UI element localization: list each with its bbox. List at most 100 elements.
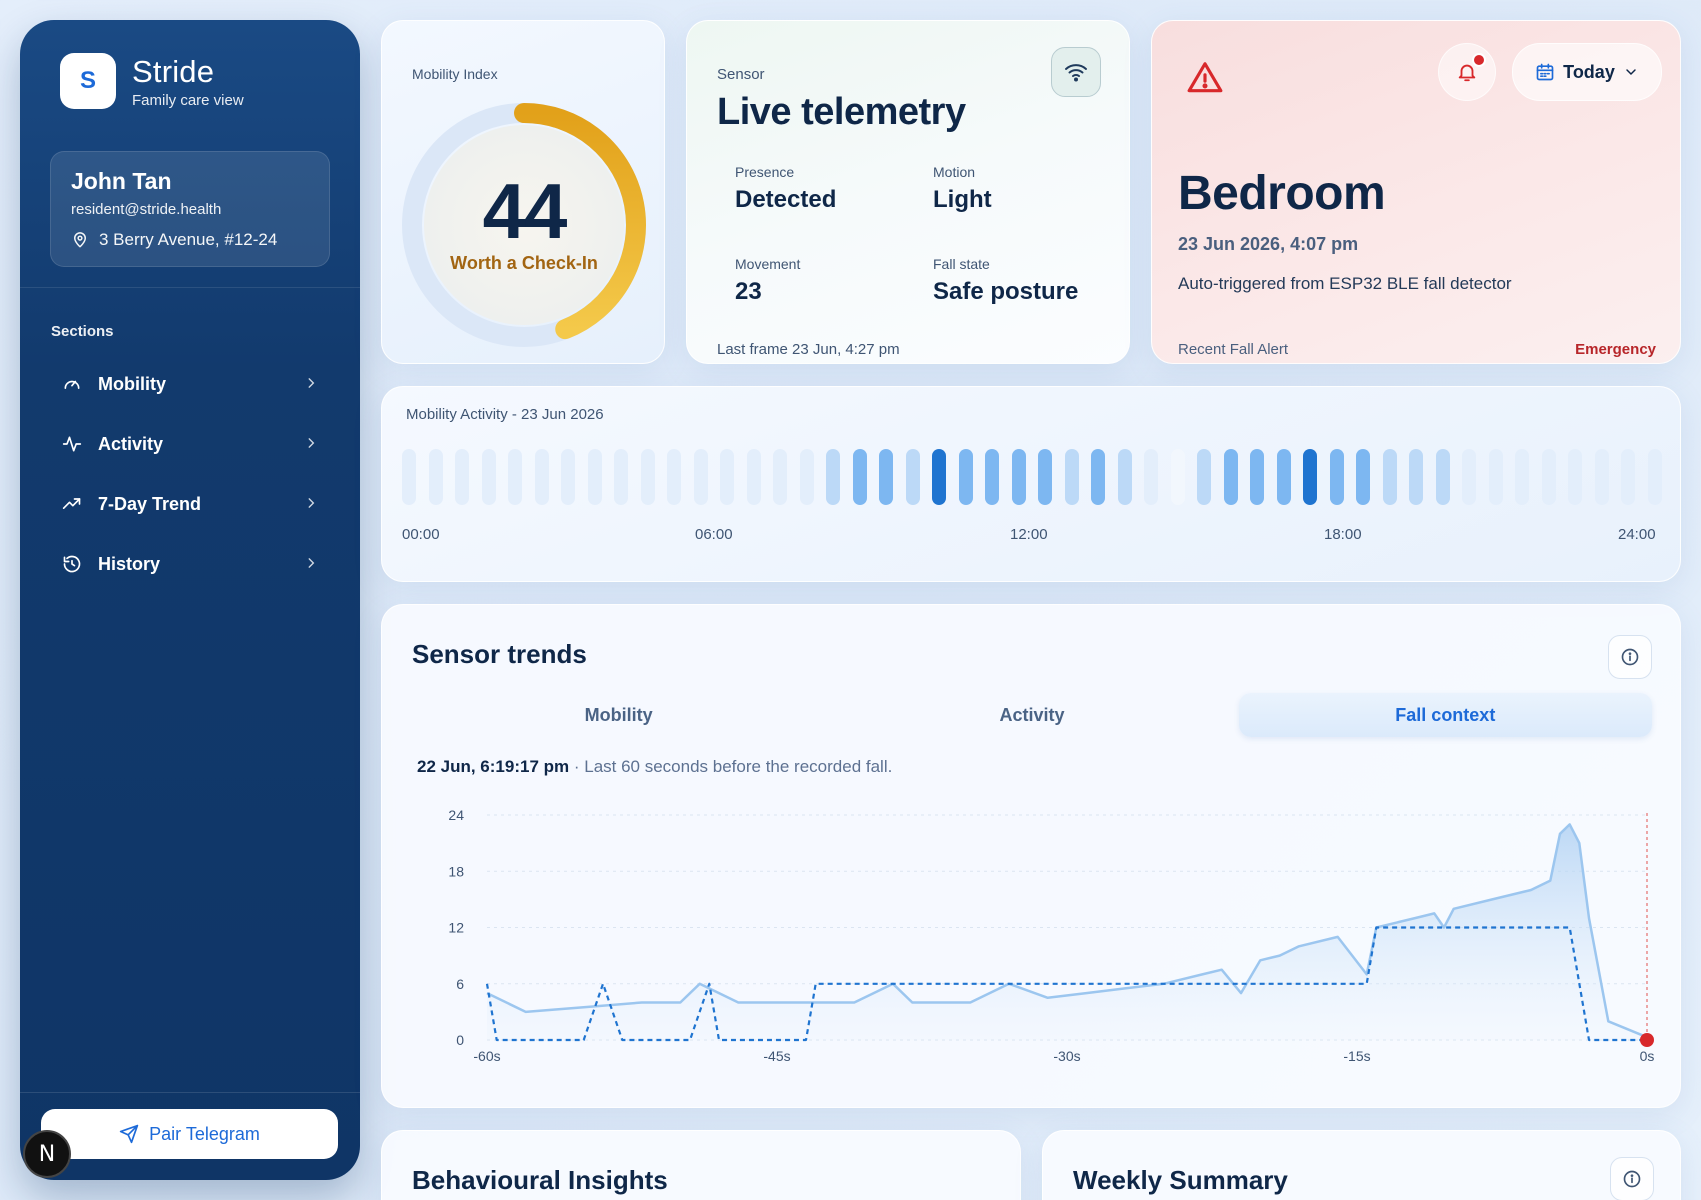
trend-caption-text: · Last 60 seconds before the recorded fa… — [573, 757, 893, 776]
sensor-trends-card: Sensor trends Mobility Activity Fall con… — [381, 604, 1681, 1108]
activity-bar — [1594, 449, 1609, 505]
gauge-value-arc — [514, 103, 646, 340]
activity-bar — [1382, 449, 1397, 505]
stat-value: Light — [933, 186, 992, 213]
activity-bar — [1144, 449, 1159, 505]
activity-bar — [1223, 449, 1238, 505]
activity-bar — [1356, 449, 1371, 505]
activity-bar — [1568, 449, 1583, 505]
stat-label: Fall state — [933, 256, 990, 272]
time-tick: 00:00 — [402, 526, 440, 543]
info-button[interactable] — [1610, 1157, 1654, 1200]
behavioural-insights-card: Behavioural Insights — [381, 1130, 1021, 1200]
activity-bar — [746, 449, 761, 505]
activity-bar — [1250, 449, 1265, 505]
sidebar: S Stride Family care view John Tan resid… — [20, 20, 360, 1180]
dev-badge[interactable]: N — [23, 1130, 71, 1178]
mobility-score: 44 — [482, 167, 568, 255]
card-title: Weekly Summary — [1073, 1165, 1288, 1195]
connection-button[interactable] — [1051, 47, 1101, 97]
divider — [20, 287, 360, 288]
alert-description: Auto-triggered from ESP32 BLE fall detec… — [1178, 274, 1512, 293]
fall-timestamp: 22 Jun, 6:19:17 pm — [417, 757, 570, 776]
activity-bar — [1091, 449, 1106, 505]
activity-bar — [799, 449, 814, 505]
activity-bar — [587, 449, 602, 505]
info-icon — [1623, 1170, 1641, 1188]
tab-mobility[interactable]: Mobility — [584, 704, 653, 725]
activity-bar — [561, 449, 576, 505]
activity-bar — [1488, 449, 1503, 505]
activity-bar — [640, 449, 655, 505]
weekly-summary-card: Weekly Summary — [1042, 1130, 1681, 1200]
notification-dot — [1472, 53, 1486, 67]
activity-bar — [1303, 449, 1318, 505]
stat-label: Movement — [735, 256, 801, 272]
stat-fall-state: Fall state Safe posture — [933, 256, 1078, 306]
activity-bar — [826, 449, 841, 505]
tab-fall-context[interactable]: Fall context — [1238, 693, 1652, 737]
activity-bars — [402, 449, 1662, 505]
activity-bar — [1648, 449, 1662, 505]
brand-logo: S — [60, 53, 116, 109]
resident-address-row: 3 Berry Avenue, #12-24 — [71, 230, 309, 250]
stat-label: Motion — [933, 164, 976, 180]
sidebar-item-activity[interactable]: Activity — [46, 414, 334, 474]
chevron-right-icon — [304, 374, 318, 395]
gauge-icon — [62, 373, 84, 395]
activity-bar — [1038, 449, 1053, 505]
fall-context-chart: 0 6 12 18 24 -60s -45s -30s -15s 0s — [448, 807, 1655, 1064]
activity-bar — [1117, 449, 1132, 505]
y-tick-label: 18 — [448, 863, 464, 879]
sidebar-item-label: Activity — [98, 433, 164, 454]
resident-email: resident@stride.health — [71, 201, 222, 218]
send-icon — [119, 1124, 139, 1144]
pulse-icon — [62, 433, 84, 455]
date-filter-dropdown[interactable]: Today — [1512, 43, 1662, 101]
chevron-right-icon — [304, 494, 318, 515]
stat-motion: Motion Light — [933, 164, 992, 214]
section-nav: Mobility Activity 7-Day Trend History — [46, 354, 334, 594]
chevron-right-icon — [304, 554, 318, 575]
sidebar-item-label: Mobility — [98, 373, 166, 394]
stat-value: 23 — [735, 278, 762, 305]
stat-label: Presence — [735, 164, 795, 180]
brand-subtitle: Family care view — [132, 91, 244, 109]
card-title: Sensor trends — [412, 639, 587, 669]
resident-address: 3 Berry Avenue, #12-24 — [99, 230, 278, 249]
stat-presence: Presence Detected — [735, 164, 836, 214]
activity-bar — [1170, 449, 1185, 505]
card-title: Live telemetry — [717, 91, 966, 133]
sidebar-item-label: History — [98, 553, 161, 574]
x-tick-label: 0s — [1640, 1048, 1655, 1064]
sidebar-item-7-day-trend[interactable]: 7-Day Trend — [46, 474, 334, 534]
tab-activity[interactable]: Activity — [999, 704, 1065, 725]
activity-bar — [1276, 449, 1291, 505]
stat-value: Detected — [735, 186, 837, 213]
divider — [20, 1092, 360, 1093]
card-kicker: Sensor — [717, 66, 765, 83]
location-pin-icon — [74, 232, 86, 248]
wifi-icon — [1065, 64, 1087, 82]
activity-bar — [1329, 449, 1344, 505]
history-icon — [62, 553, 84, 575]
sidebar-item-history[interactable]: History — [46, 534, 334, 594]
alert-footer-label: Recent Fall Alert — [1178, 341, 1289, 358]
notifications-button[interactable] — [1438, 43, 1496, 101]
pair-telegram-button[interactable]: Pair Telegram — [41, 1109, 338, 1159]
info-button[interactable] — [1608, 635, 1652, 679]
fall-alert-card: Today Bedroom 23 Jun 2026, 4:07 pm Auto-… — [1151, 20, 1681, 364]
card-title: Behavioural Insights — [412, 1165, 668, 1195]
sections-label: Sections — [51, 323, 114, 340]
activity-bar — [905, 449, 920, 505]
trend-up-icon — [62, 493, 84, 515]
activity-bar — [720, 449, 735, 505]
mobility-activity-card: Mobility Activity - 23 Jun 2026 00:00 06… — [381, 386, 1681, 582]
y-tick-label: 0 — [456, 1032, 464, 1048]
x-tick-label: -45s — [763, 1048, 790, 1064]
pair-telegram-label: Pair Telegram — [149, 1123, 260, 1144]
stat-value: Safe posture — [933, 278, 1079, 305]
sidebar-item-mobility[interactable]: Mobility — [46, 354, 334, 414]
card-title: Mobility Index — [412, 66, 498, 82]
activity-bar — [534, 449, 549, 505]
